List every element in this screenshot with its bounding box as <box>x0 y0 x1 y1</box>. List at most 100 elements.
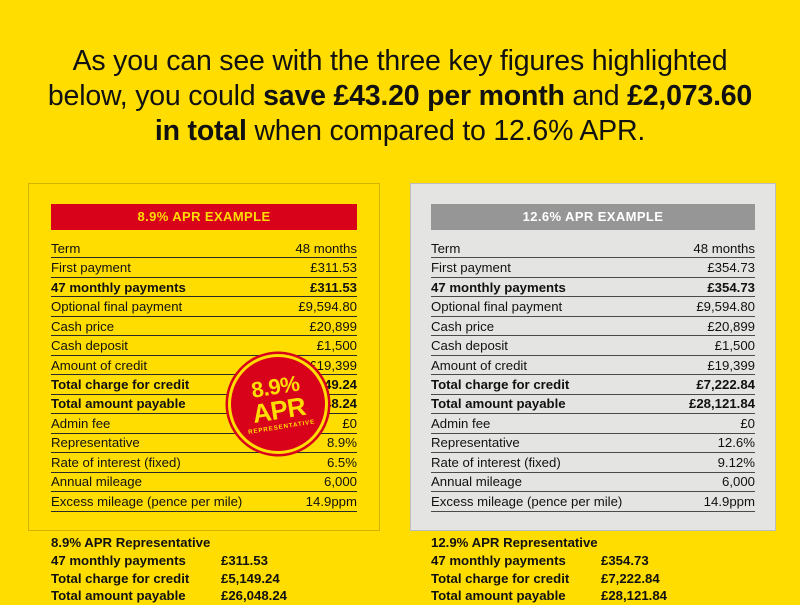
row-value: £1,500 <box>278 335 357 356</box>
summary-left-lines: 47 monthly payments £311.53 Total charge f… <box>51 552 357 605</box>
row-value: 6,000 <box>671 472 755 493</box>
row-label: Term <box>431 239 672 259</box>
row-value: £0 <box>671 413 755 434</box>
summary-line-label: 47 monthly payments <box>431 553 566 569</box>
row-label: Annual mileage <box>51 472 279 493</box>
row-label: 47 monthly payments <box>431 277 672 298</box>
row-label: Total charge for credit <box>431 374 672 395</box>
headline-text-3: when compared to 12.6% APR. <box>246 115 646 147</box>
table-row: Total charge for credit £7,222.84 <box>431 374 755 395</box>
row-label: Amount of credit <box>51 355 279 376</box>
table-row: Cash deposit £1,500 <box>431 335 755 356</box>
table-row: Annual mileage 6,000 <box>431 472 755 493</box>
table-row: Excess mileage (pence per mile) 14.9ppm <box>51 491 357 512</box>
summary-line: 47 monthly payments £354.73 <box>431 552 755 570</box>
row-value: £354.73 <box>671 257 755 278</box>
summary-left: 8.9% APR Representative 47 monthly payme… <box>51 534 357 605</box>
row-value: 12.6% <box>671 433 755 454</box>
row-value: £20,899 <box>671 316 755 337</box>
table-row: Total amount payable £28,121.84 <box>431 394 755 415</box>
row-value: £20,899 <box>278 316 357 337</box>
summary-right: 12.9% APR Representative 47 monthly paym… <box>431 534 755 605</box>
summary-line: Total charge for credit £7,222.84 <box>431 570 755 588</box>
row-label: Amount of credit <box>431 355 672 376</box>
row-label: Rate of interest (fixed) <box>431 452 672 473</box>
table-row: 47 monthly payments £311.53 <box>51 277 357 298</box>
summary-line: 47 monthly payments £311.53 <box>51 552 357 570</box>
headline-highlight-monthly: save £43.20 per month <box>263 80 565 112</box>
row-value: 48 months <box>278 239 357 259</box>
headline-text-1: As you can see with the three key figure… <box>47 45 728 112</box>
row-value: £1,500 <box>671 335 755 356</box>
summary-line-value: £7,222.84 <box>601 570 660 586</box>
table-row: 47 monthly payments £354.73 <box>431 277 755 298</box>
summary-line-value: £311.53 <box>221 553 268 569</box>
card-banner-right: 12.6% APR EXAMPLE <box>431 204 755 230</box>
row-label: Optional final payment <box>431 296 672 317</box>
row-value: £311.53 <box>278 277 357 298</box>
facts-table-right-body: Term 48 months First payment £354.73 47 mont… <box>431 239 755 512</box>
row-label: First payment <box>431 257 672 278</box>
table-row: Representative 12.6% <box>431 433 755 454</box>
row-value: £28,121.84 <box>671 394 755 415</box>
table-row: Amount of credit £19,399 <box>431 355 755 376</box>
row-label: Admin fee <box>51 413 279 434</box>
facts-table-left: Term 48 months First payment £311.53 47 mont… <box>51 239 357 512</box>
row-value: £19,399 <box>671 355 755 376</box>
row-value: 9.12% <box>671 452 755 473</box>
apr-example-card-right: 12.6% APR EXAMPLE Term 48 months First pay… <box>410 183 776 603</box>
row-label: Excess mileage (pence per mile) <box>431 491 672 512</box>
table-row: Term 48 months <box>431 239 755 259</box>
card-banner-left: 8.9% APR EXAMPLE <box>51 204 357 230</box>
table-row: Cash price £20,899 <box>51 316 357 337</box>
table-row: First payment £311.53 <box>51 257 357 278</box>
table-row: First payment £354.73 <box>431 257 755 278</box>
table-row: Admin fee £0 <box>431 413 755 434</box>
facts-table-left-body: Term 48 months First payment £311.53 47 mont… <box>51 239 357 512</box>
summary-line: Total charge for credit £5,149.24 <box>51 570 357 588</box>
summary-line-label: Total amount payable <box>51 588 186 604</box>
table-row: Optional final payment £9,594.80 <box>51 296 357 317</box>
summary-line-label: Total charge for credit <box>51 570 190 586</box>
row-value: 6,000 <box>278 472 357 493</box>
row-value: £9,594.80 <box>671 296 755 317</box>
summary-line-label: 47 monthly payments <box>51 553 186 569</box>
row-value: £9,594.80 <box>278 296 357 317</box>
table-row: Optional final payment £9,594.80 <box>431 296 755 317</box>
table-row: Cash price £20,899 <box>431 316 755 337</box>
row-label: Representative <box>51 433 279 454</box>
row-value: 48 months <box>671 239 755 259</box>
row-value: 6.5% <box>278 452 357 473</box>
row-label: Cash deposit <box>51 335 279 356</box>
table-row: Excess mileage (pence per mile) 14.9ppm <box>431 491 755 512</box>
row-value: 14.9ppm <box>278 491 357 512</box>
summary-right-title: 12.9% APR Representative <box>431 534 598 550</box>
headline-text-2: and <box>564 80 628 112</box>
row-value: £7,222.84 <box>671 374 755 395</box>
summary-line-value: £26,048.24 <box>221 588 288 604</box>
row-label: Optional final payment <box>51 296 279 317</box>
table-row: Rate of interest (fixed) 6.5% <box>51 452 357 473</box>
row-label: Total amount payable <box>51 394 279 415</box>
summary-line-value: £28,121.84 <box>601 588 668 604</box>
headline-highlight-total: £2,073.60 in total <box>154 80 753 147</box>
summary-left-title: 8.9% APR Representative <box>51 534 211 550</box>
row-label: Admin fee <box>431 413 672 434</box>
row-label: 47 monthly payments <box>51 277 279 298</box>
table-row: Term 48 months <box>51 239 357 259</box>
row-label: Term <box>51 239 279 259</box>
page-headline: As you can see with the three key figure… <box>40 44 760 149</box>
summary-line-value: £354.73 <box>601 553 649 569</box>
row-label: Rate of interest (fixed) <box>51 452 279 473</box>
row-label: Representative <box>431 433 672 454</box>
row-value: £354.73 <box>671 277 755 298</box>
row-value: £311.53 <box>278 257 357 278</box>
facts-table-right: Term 48 months First payment £354.73 47 mont… <box>431 239 755 512</box>
apr-example-card-left: 8.9% APR EXAMPLE Term 48 months First paym… <box>28 183 380 603</box>
row-label: Excess mileage (pence per mile) <box>51 491 279 512</box>
row-label: Cash price <box>431 316 672 337</box>
summary-line: Total amount payable £28,121.84 <box>431 587 755 605</box>
row-value: 14.9ppm <box>671 491 755 512</box>
summary-line-label: Total amount payable <box>431 588 566 604</box>
table-row: Cash deposit £1,500 <box>51 335 357 356</box>
